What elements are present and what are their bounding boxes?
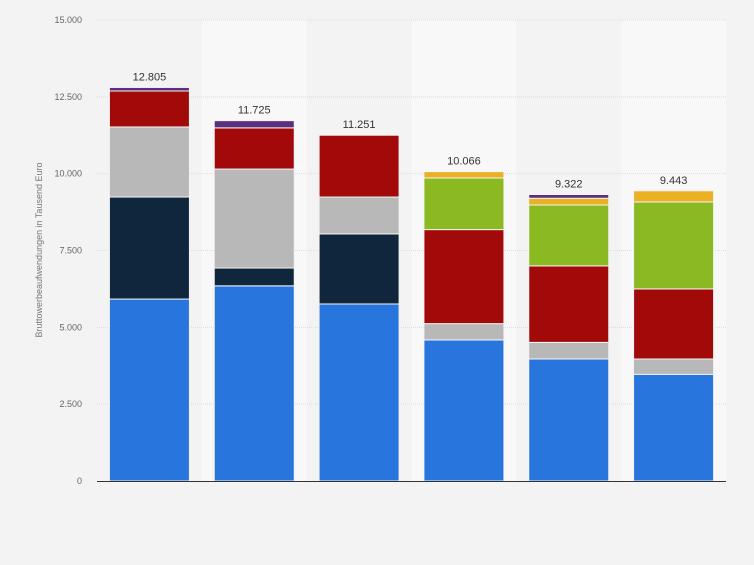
- bar-segment[interactable]: [318, 303, 400, 482]
- bar-segment[interactable]: [528, 204, 610, 267]
- total-labels: 12.805 11.725 11.251 10.066 9.322 9.443: [133, 71, 688, 190]
- bar-segment[interactable]: [633, 190, 715, 203]
- bar-segment[interactable]: [108, 196, 190, 300]
- bar-segment[interactable]: [528, 341, 610, 360]
- bar-segment[interactable]: [423, 229, 505, 325]
- bar-segment[interactable]: [108, 126, 190, 198]
- bar-segment[interactable]: [318, 233, 400, 305]
- bar-segment[interactable]: [633, 201, 715, 290]
- bar-total-label: 11.251: [343, 119, 376, 131]
- bar-segment[interactable]: [633, 373, 715, 482]
- y-axis-label: Bruttowerbeaufwendungen in Tausend Euro: [34, 163, 44, 338]
- bar-segment[interactable]: [633, 288, 715, 360]
- y-tick-label: 0: [77, 476, 82, 486]
- bar-segment[interactable]: [213, 267, 295, 287]
- bar-segment[interactable]: [528, 197, 610, 206]
- bar-segment[interactable]: [108, 298, 190, 482]
- bar-total-label: 9.443: [660, 175, 688, 187]
- bar-segment[interactable]: [423, 323, 505, 341]
- gridlines: [97, 19, 726, 405]
- bar-segment[interactable]: [528, 194, 610, 199]
- bar-total-label: 12.805: [133, 71, 167, 83]
- bar-total-label: 10.066: [447, 156, 481, 168]
- y-tick-label: 10.000: [54, 169, 82, 179]
- bar-total-label: 11.725: [238, 105, 271, 117]
- bar-total-label: 9.322: [555, 179, 583, 191]
- y-tick-label: 7.500: [59, 246, 82, 256]
- bar-segment[interactable]: [213, 127, 295, 170]
- y-tick-label: 2.500: [59, 399, 82, 409]
- bar-segment[interactable]: [318, 196, 400, 235]
- y-tick-label: 15.000: [54, 15, 82, 25]
- y-tick-label: 12.500: [54, 92, 82, 102]
- bar-segment[interactable]: [423, 339, 505, 482]
- bar-segment[interactable]: [213, 120, 295, 129]
- y-axis-ticks: 0 2.500 5.000 7.500 10.000 12.500 15.000: [54, 15, 82, 486]
- bar-segment[interactable]: [423, 171, 505, 179]
- bar-segment[interactable]: [318, 134, 400, 198]
- bar-segment[interactable]: [633, 358, 715, 375]
- bar-segment[interactable]: [423, 177, 505, 231]
- bar-segment[interactable]: [108, 86, 190, 92]
- bar-segment[interactable]: [108, 90, 190, 128]
- bar-segment[interactable]: [528, 265, 610, 343]
- y-tick-label: 5.000: [59, 322, 82, 332]
- bar-segment[interactable]: [213, 168, 295, 269]
- bar-segment[interactable]: [213, 285, 295, 482]
- bars: [108, 86, 715, 482]
- bar-segment[interactable]: [528, 358, 610, 482]
